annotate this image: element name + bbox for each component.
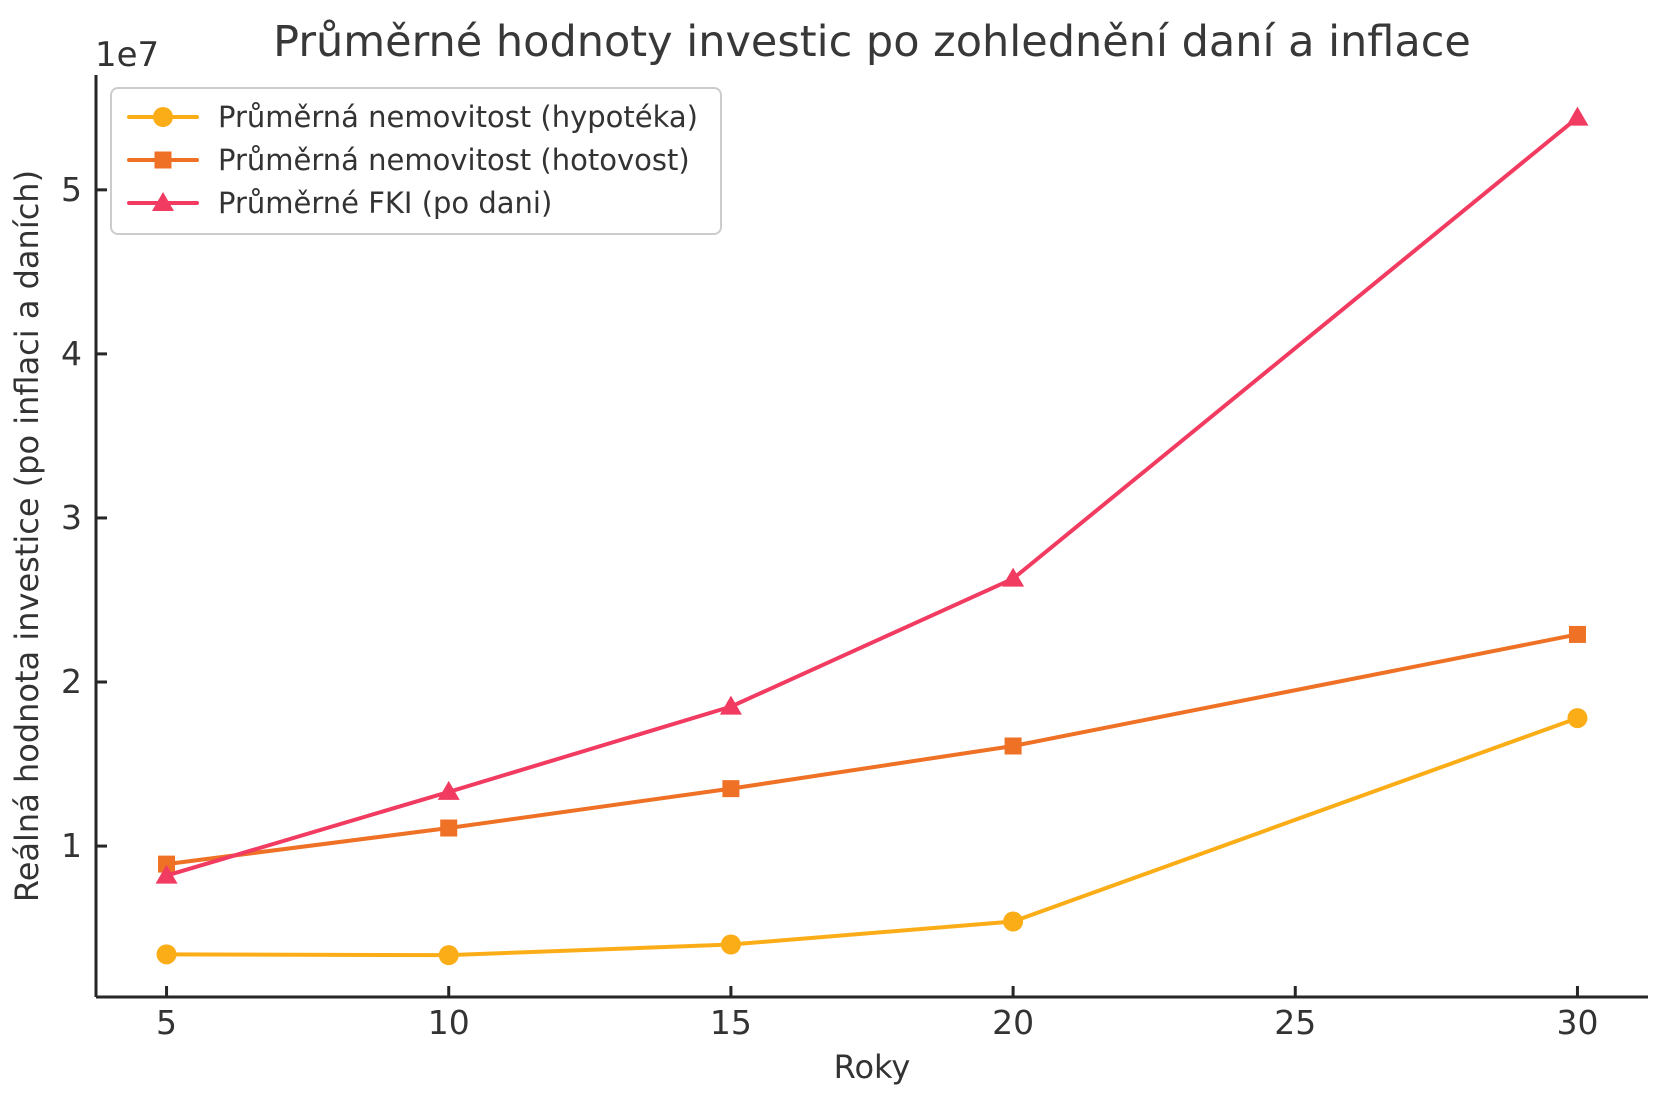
data-point-circle-prumerna-nemovitost-hypoteka: [438, 945, 459, 966]
legend-swatch-square-icon: [127, 151, 199, 169]
data-point-triangle-prumerne-fki-po-dani: [155, 864, 178, 884]
data-point-triangle-prumerne-fki-po-dani: [719, 695, 742, 715]
y-tick-label: 5: [61, 170, 82, 209]
series-line-prumerna-nemovitost-hotovost: [164, 632, 1580, 867]
legend-marker-square-icon: [154, 151, 172, 169]
y-tick-label: 1: [61, 826, 82, 865]
legend-swatch-triangle-icon: [127, 192, 199, 211]
x-tick-label: 20: [992, 1003, 1034, 1042]
data-point-circle-prumerna-nemovitost-hypoteka: [1003, 911, 1024, 932]
x-axis-label: Roky: [834, 1048, 911, 1086]
y-tick-label: 4: [61, 334, 82, 373]
legend-swatch-circle-icon: [127, 107, 199, 127]
data-point-square-prumerna-nemovitost-hotovost: [722, 780, 740, 798]
data-point-square-prumerna-nemovitost-hotovost: [1004, 737, 1022, 755]
y-tick-label: 2: [61, 662, 82, 701]
y-axis-label: Reálná hodnota investice (po inflaci a d…: [8, 170, 46, 902]
legend-marker-triangle-icon: [152, 192, 174, 211]
legend-label: Průměrná nemovitost (hypotéka): [218, 99, 698, 134]
x-tick-label: 30: [1556, 1003, 1598, 1042]
legend-item: Průměrné FKI (po dani): [126, 183, 698, 223]
legend-label: Průměrné FKI (po dani): [218, 185, 553, 220]
x-tick-label: 15: [710, 1003, 752, 1042]
data-point-circle-prumerna-nemovitost-hypoteka: [1567, 708, 1588, 729]
legend-marker-circle-icon: [153, 107, 173, 127]
x-tick-label: 25: [1274, 1003, 1316, 1042]
axes-layer: 5 10 15 20 25 30 1 2 3 4 5: [61, 75, 1648, 1042]
data-point-triangle-prumerne-fki-po-dani: [437, 780, 460, 800]
data-point-circle-prumerna-nemovitost-hypoteka: [156, 944, 177, 965]
series-layer: [155, 106, 1589, 966]
legend-label: Průměrná nemovitost (hotovost): [218, 142, 690, 177]
data-point-square-prumerna-nemovitost-hotovost: [158, 855, 176, 873]
x-tick-label: 10: [428, 1003, 470, 1042]
legend-item: Průměrná nemovitost (hotovost): [126, 140, 698, 180]
data-point-square-prumerna-nemovitost-hotovost: [440, 819, 458, 837]
legend: Průměrná nemovitost (hypotéka) Průměrná …: [110, 87, 722, 235]
data-point-circle-prumerna-nemovitost-hypoteka: [720, 934, 741, 955]
x-tick-label: 5: [156, 1003, 177, 1042]
chart-title: Průměrné hodnoty investic po zohlednění …: [273, 17, 1471, 67]
data-point-triangle-prumerne-fki-po-dani: [1566, 106, 1589, 126]
data-point-triangle-prumerne-fki-po-dani: [1002, 567, 1025, 587]
y-tick-label: 3: [61, 498, 82, 537]
y-axis-offset-text: 1e7: [95, 35, 159, 75]
legend-item: Průměrná nemovitost (hypotéka): [126, 97, 698, 137]
data-point-square-prumerna-nemovitost-hotovost: [1568, 625, 1586, 643]
